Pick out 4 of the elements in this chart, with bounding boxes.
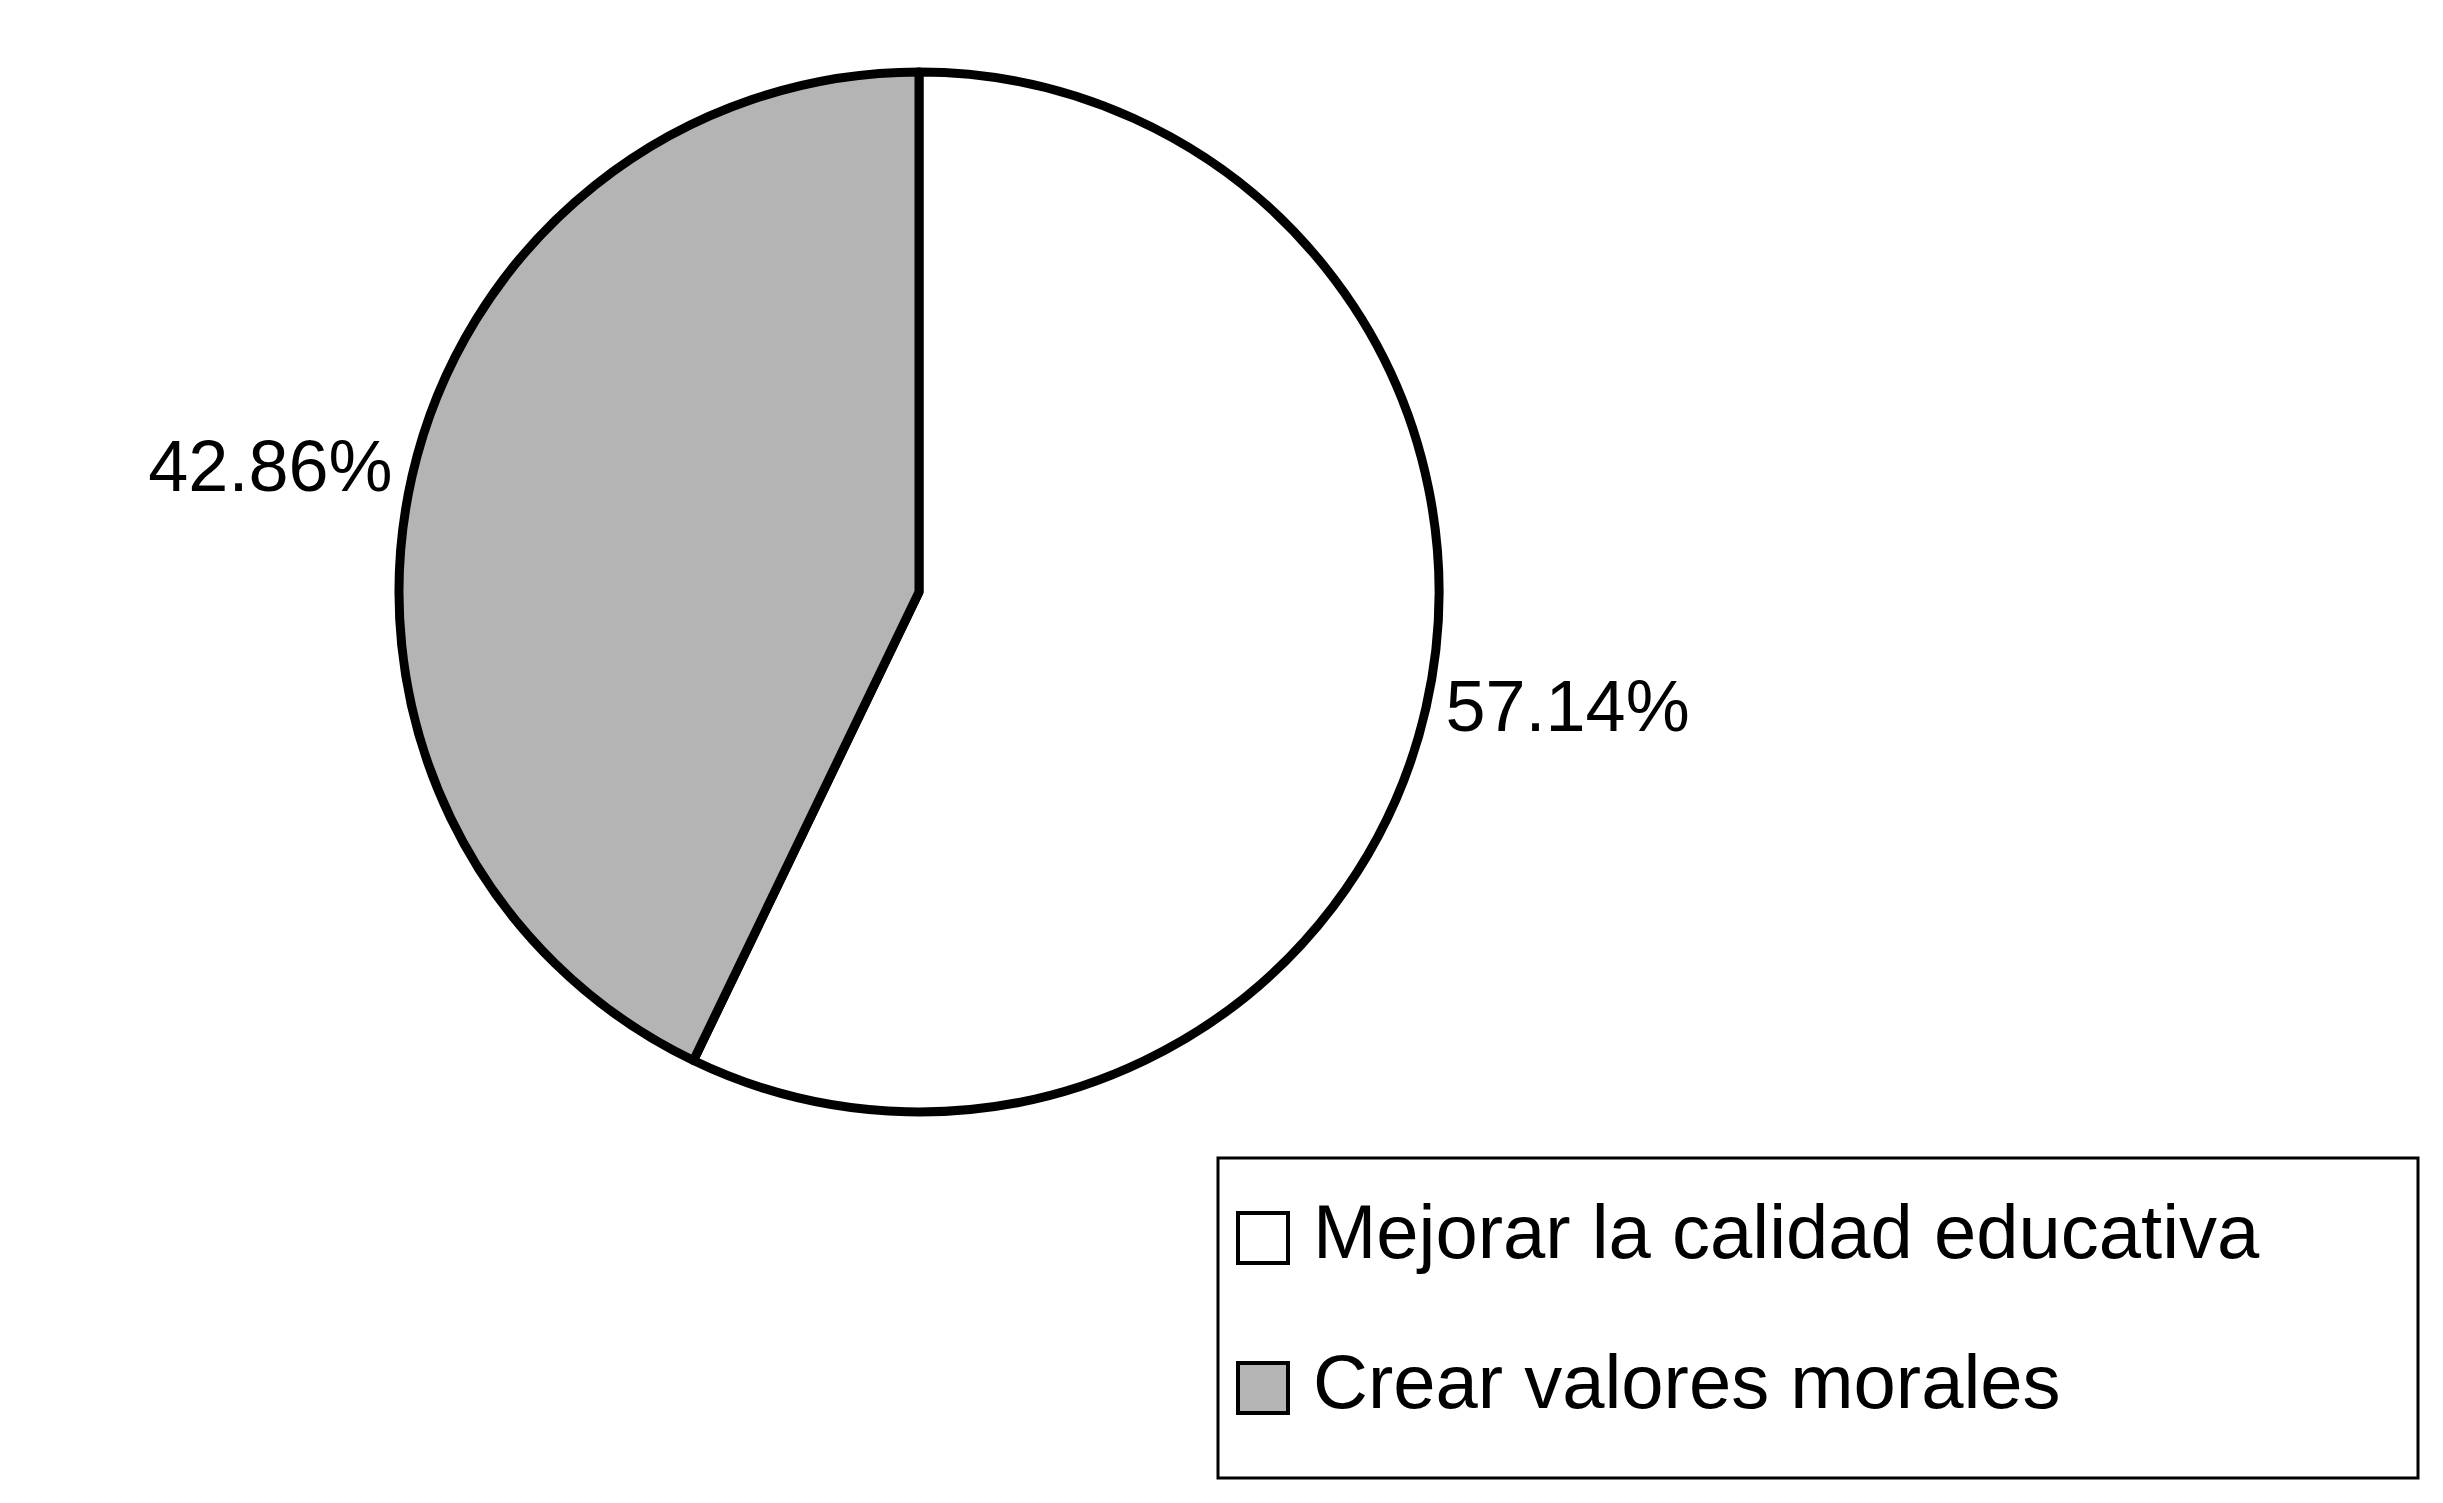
legend-label: Crear valores morales [1313, 1339, 2061, 1425]
data-label: 42.86% [148, 425, 393, 506]
data-label: 57.14% [1445, 666, 1690, 747]
legend-label: Mejorar la calidad educativa [1313, 1189, 2261, 1275]
